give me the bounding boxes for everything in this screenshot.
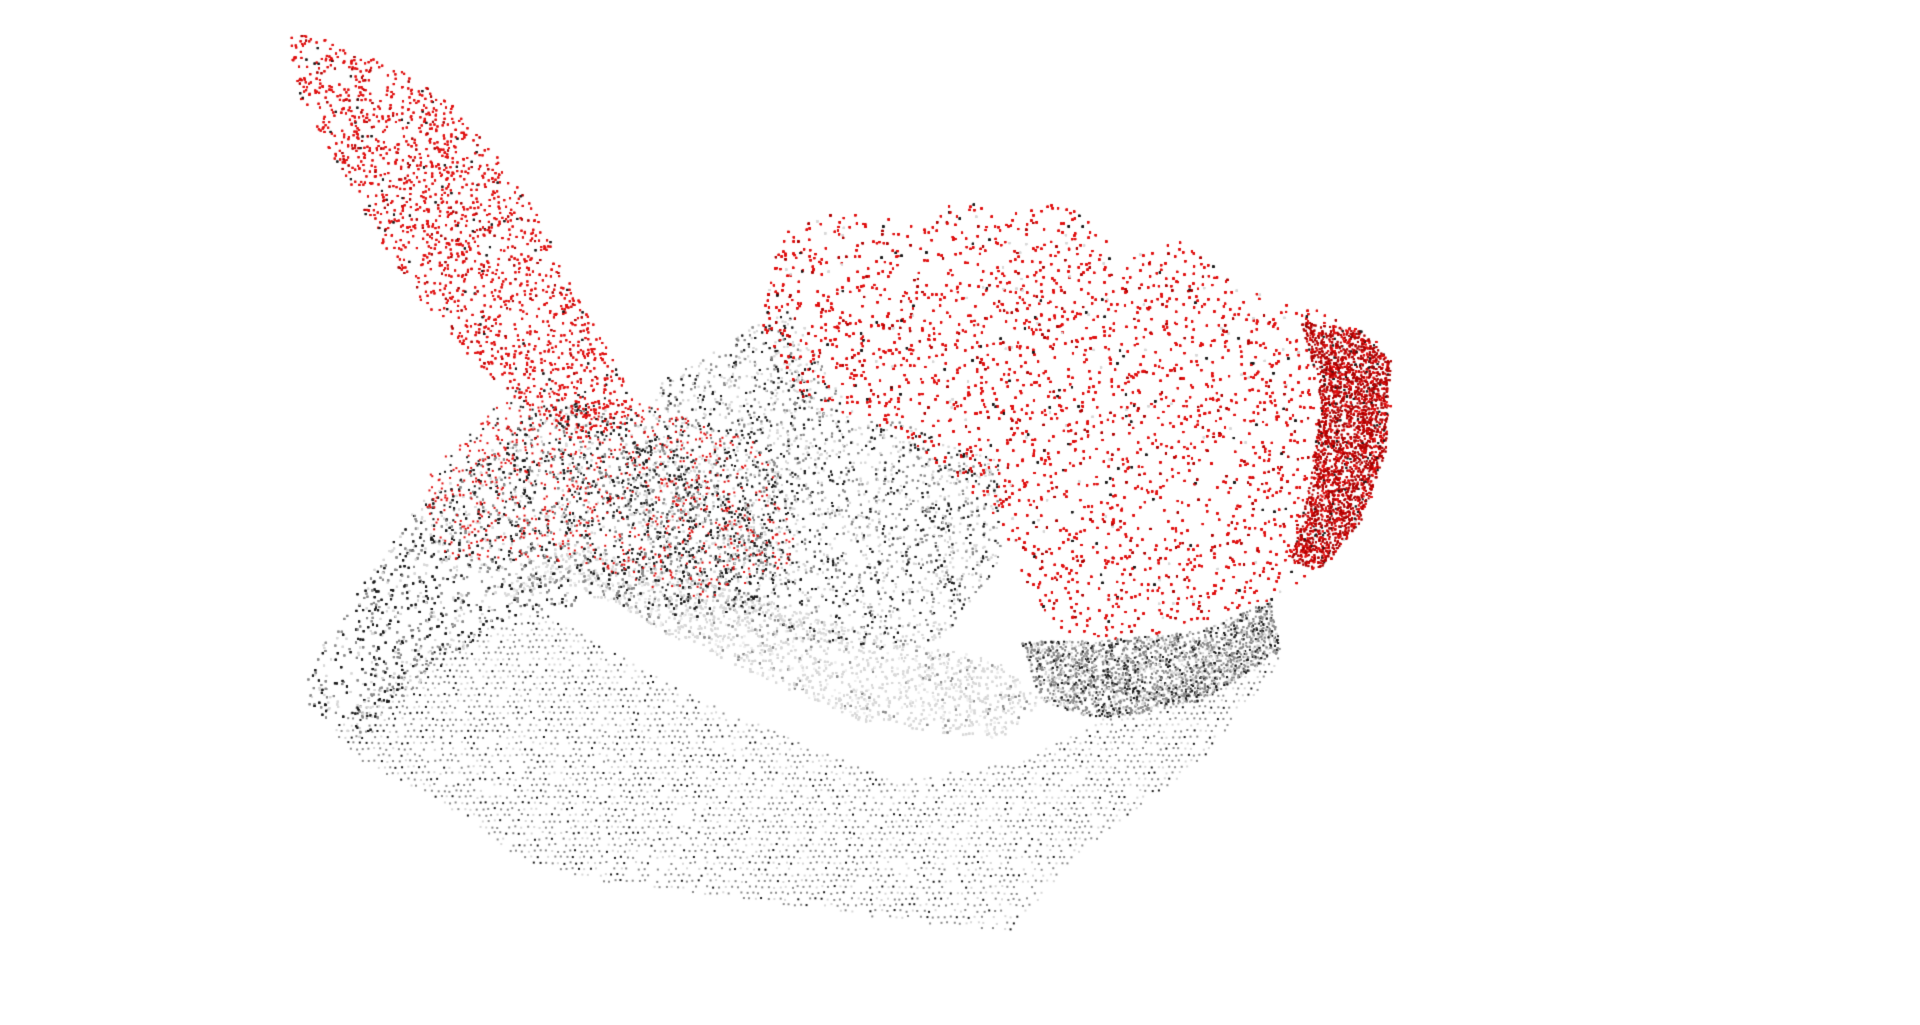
point-cloud-viewport[interactable] [0, 0, 1920, 1025]
point-cloud-canvas[interactable] [0, 0, 1920, 1025]
